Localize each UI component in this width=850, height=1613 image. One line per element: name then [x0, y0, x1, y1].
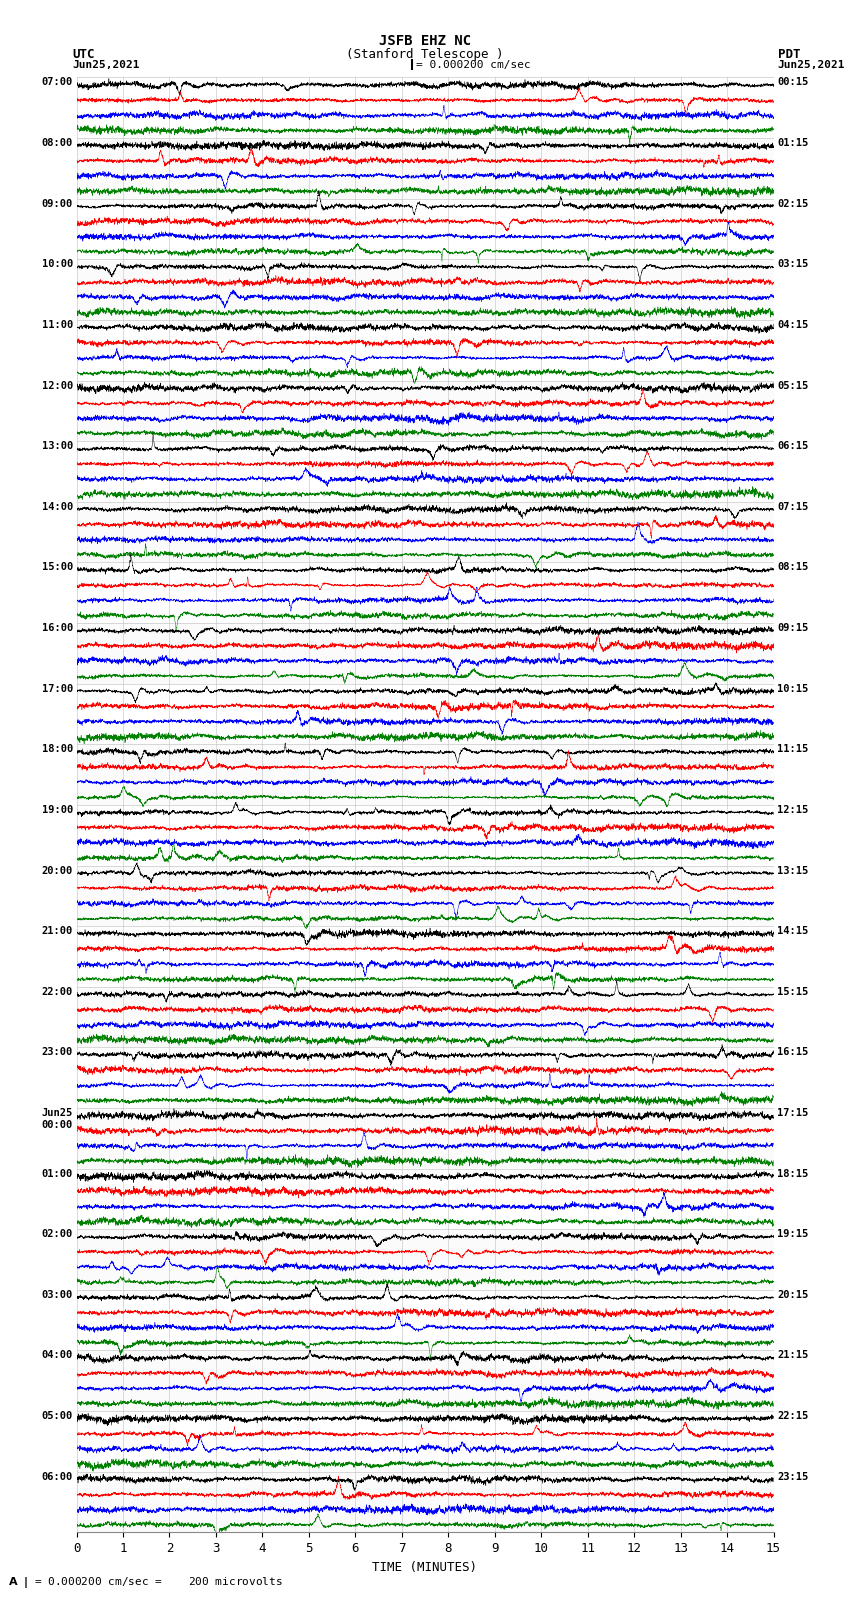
Text: 10:15: 10:15: [777, 684, 808, 694]
Text: 02:15: 02:15: [777, 198, 808, 208]
Bar: [76, 381, 774, 440]
Text: 06:00: 06:00: [42, 1471, 73, 1482]
Bar: [76, 1471, 774, 1532]
Bar: [76, 502, 774, 563]
Text: 23:15: 23:15: [777, 1471, 808, 1482]
Text: UTC: UTC: [72, 48, 94, 61]
Bar: [76, 260, 774, 319]
Text: 22:00: 22:00: [42, 987, 73, 997]
Text: 14:15: 14:15: [777, 926, 808, 936]
Text: 01:15: 01:15: [777, 139, 808, 148]
Text: 10:00: 10:00: [42, 260, 73, 269]
Text: 16:00: 16:00: [42, 623, 73, 632]
Text: 13:15: 13:15: [777, 866, 808, 876]
Text: 06:15: 06:15: [777, 440, 808, 452]
Text: 07:15: 07:15: [777, 502, 808, 511]
Text: $\mathbf{A}$ $\mathbf{|}$ = 0.000200 cm/sec =    200 microvolts: $\mathbf{A}$ $\mathbf{|}$ = 0.000200 cm/…: [8, 1576, 283, 1590]
Text: 16:15: 16:15: [777, 1047, 808, 1058]
Bar: [76, 987, 774, 1047]
Bar: [76, 744, 774, 805]
Text: 11:15: 11:15: [777, 744, 808, 755]
Bar: [76, 1229, 774, 1290]
Text: 12:15: 12:15: [777, 805, 808, 815]
Text: 08:00: 08:00: [42, 139, 73, 148]
Text: 15:15: 15:15: [777, 987, 808, 997]
Text: Jun25,2021: Jun25,2021: [72, 60, 139, 69]
Bar: [76, 1350, 774, 1411]
Text: 11:00: 11:00: [42, 319, 73, 331]
Text: 17:00: 17:00: [42, 684, 73, 694]
Text: 12:00: 12:00: [42, 381, 73, 390]
Text: 07:00: 07:00: [42, 77, 73, 87]
X-axis label: TIME (MINUTES): TIME (MINUTES): [372, 1561, 478, 1574]
Text: 22:15: 22:15: [777, 1411, 808, 1421]
Text: 18:15: 18:15: [777, 1168, 808, 1179]
Text: 21:15: 21:15: [777, 1350, 808, 1360]
Text: 19:15: 19:15: [777, 1229, 808, 1239]
Text: 02:00: 02:00: [42, 1229, 73, 1239]
Bar: [76, 623, 774, 684]
Text: 21:00: 21:00: [42, 926, 73, 936]
Text: 05:15: 05:15: [777, 381, 808, 390]
Text: = 0.000200 cm/sec: = 0.000200 cm/sec: [416, 60, 531, 69]
Text: 03:15: 03:15: [777, 260, 808, 269]
Bar: [76, 139, 774, 198]
Text: 05:00: 05:00: [42, 1411, 73, 1421]
Text: 17:15: 17:15: [777, 1108, 808, 1118]
Text: 20:15: 20:15: [777, 1290, 808, 1300]
Text: PDT: PDT: [778, 48, 800, 61]
Text: 20:00: 20:00: [42, 866, 73, 876]
Text: 00:00: 00:00: [42, 1119, 73, 1129]
Text: 15:00: 15:00: [42, 563, 73, 573]
Text: 00:15: 00:15: [777, 77, 808, 87]
Text: JSFB EHZ NC: JSFB EHZ NC: [379, 34, 471, 48]
Text: 03:00: 03:00: [42, 1290, 73, 1300]
Text: 09:15: 09:15: [777, 623, 808, 632]
Text: 14:00: 14:00: [42, 502, 73, 511]
Text: 23:00: 23:00: [42, 1047, 73, 1058]
Text: Jun25,2021: Jun25,2021: [778, 60, 845, 69]
Text: 01:00: 01:00: [42, 1168, 73, 1179]
Text: 18:00: 18:00: [42, 744, 73, 755]
Text: 09:00: 09:00: [42, 198, 73, 208]
Text: 13:00: 13:00: [42, 440, 73, 452]
Bar: [76, 866, 774, 926]
Text: Jun25: Jun25: [42, 1108, 73, 1118]
Text: 04:00: 04:00: [42, 1350, 73, 1360]
Text: (Stanford Telescope ): (Stanford Telescope ): [346, 48, 504, 61]
Text: 08:15: 08:15: [777, 563, 808, 573]
Text: 04:15: 04:15: [777, 319, 808, 331]
Text: 19:00: 19:00: [42, 805, 73, 815]
Bar: [76, 1108, 774, 1168]
